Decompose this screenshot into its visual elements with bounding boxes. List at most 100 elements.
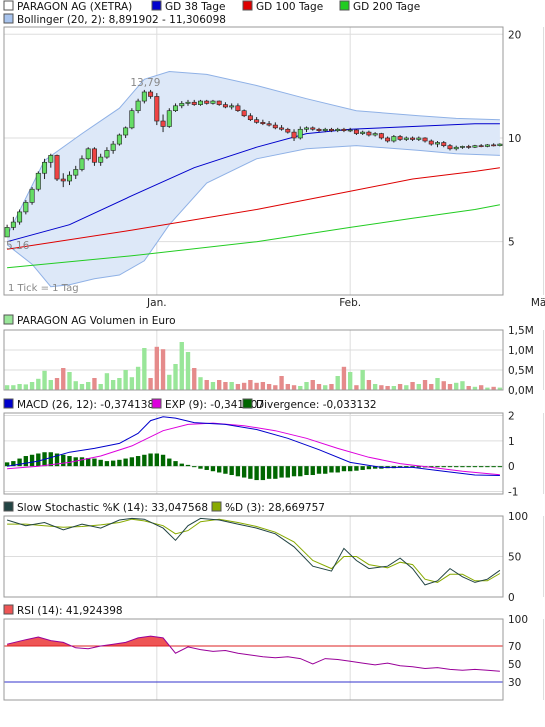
price-legend-label-0: PARAGON AG (XETRA) (17, 1, 132, 13)
volume-bar (67, 372, 72, 390)
candle-body (372, 133, 378, 136)
candle-body (4, 227, 10, 238)
gd100-line (7, 167, 500, 250)
candle-body (341, 128, 347, 131)
rsi-panel-frame (3, 618, 504, 701)
macd-y-tick: 0 (508, 461, 515, 473)
candle-body (204, 100, 210, 104)
divergence-bar (310, 466, 315, 476)
divergence-bar (86, 458, 91, 467)
price-y-tick: 20 (508, 29, 521, 41)
volume-bar (291, 385, 297, 390)
volume-bar (298, 386, 303, 390)
divergence-bar (285, 466, 290, 478)
volume-bar (135, 366, 141, 390)
divergence-bar (472, 466, 478, 468)
volume-bar (36, 378, 41, 390)
candle-body (210, 100, 216, 104)
rsi-y-tick: 30 (508, 677, 521, 689)
divergence-bar (335, 466, 340, 473)
divergence-bar (478, 466, 484, 468)
rsi-y-tick: 70 (508, 641, 521, 653)
divergence-bar (210, 466, 216, 472)
divergence-bar (148, 453, 153, 467)
divergence-bar (192, 466, 197, 468)
candle-body (48, 155, 54, 163)
divergence-bar (98, 459, 103, 467)
candle-body (316, 128, 322, 131)
divergence-bar (447, 466, 453, 468)
divergence-bar (4, 462, 10, 467)
candle-body (484, 144, 490, 147)
candle-body (54, 155, 60, 180)
volume-bar (17, 384, 22, 390)
volume-panel-frame (3, 329, 504, 391)
candle-body (385, 137, 391, 142)
volume-bar (11, 385, 16, 390)
volume-bar (235, 384, 241, 390)
x-tick-label: Feb. (339, 297, 361, 309)
candle-body (466, 146, 472, 148)
volume-bar (179, 342, 184, 390)
divergence-bar (497, 466, 503, 468)
volume-bar (429, 384, 434, 390)
candle-body (241, 110, 247, 117)
candle-body (135, 100, 141, 112)
candle-body (416, 137, 422, 140)
divergence-bar (29, 454, 35, 467)
volume-bar (310, 380, 315, 390)
volume-bar (478, 385, 484, 390)
divergence-bar (167, 458, 172, 467)
gd38-line (6, 123, 500, 243)
volume-bar (42, 370, 47, 390)
candle-body (391, 136, 397, 142)
divergence-bar (354, 466, 359, 471)
volume-bar (241, 382, 247, 390)
volume-bar (92, 378, 97, 390)
volume-bar (86, 382, 91, 390)
volume-bar (185, 352, 191, 390)
candle-body (472, 145, 478, 148)
macd-panel-frame (3, 412, 504, 495)
divergence-bar (366, 466, 372, 470)
candle-body (366, 131, 372, 136)
candle-body (235, 105, 241, 112)
divergence-bar (104, 461, 110, 467)
price-legend-label-4: Bollinger (20, 2): 8,891902 - 11,306098 (17, 14, 226, 26)
macd-y-tick: 1 (508, 436, 515, 448)
volume-bar (54, 378, 60, 390)
price-high-annotation: 13,79 (130, 77, 160, 89)
volume-bar (410, 382, 415, 390)
divergence-bar (217, 466, 222, 473)
volume-bar (360, 370, 365, 390)
candle-body (116, 134, 122, 145)
divergence-bar (129, 457, 135, 467)
volume-bar (397, 384, 403, 390)
volume-bar (447, 384, 453, 390)
exp-line (7, 422, 500, 476)
candle-body (254, 119, 260, 123)
divergence-bar (360, 466, 365, 470)
price-legend-swatch-3 (339, 0, 350, 11)
price-legend-swatch-0 (3, 0, 14, 11)
divergence-bar (61, 454, 66, 467)
divergence-bar (135, 456, 141, 467)
candle-body (291, 131, 297, 139)
divergence-bar (36, 453, 41, 467)
stoch-legend-label-1: %D (3): 28,669757 (225, 502, 325, 514)
candle-body (197, 100, 203, 105)
divergence-bar (54, 453, 60, 467)
volume-bar (160, 349, 166, 390)
divergence-bar (316, 466, 322, 474)
divergence-bar (372, 466, 378, 469)
bollinger-lower-line (6, 145, 500, 288)
price-legend-swatch-1 (151, 0, 162, 11)
candle-body (17, 211, 23, 223)
volume-bar (48, 380, 53, 390)
candle-body (123, 127, 129, 136)
macd-line (7, 416, 500, 476)
divergence-bar (441, 466, 446, 468)
rsi-y-tick: 100 (508, 614, 528, 626)
divergence-bar (123, 458, 128, 467)
